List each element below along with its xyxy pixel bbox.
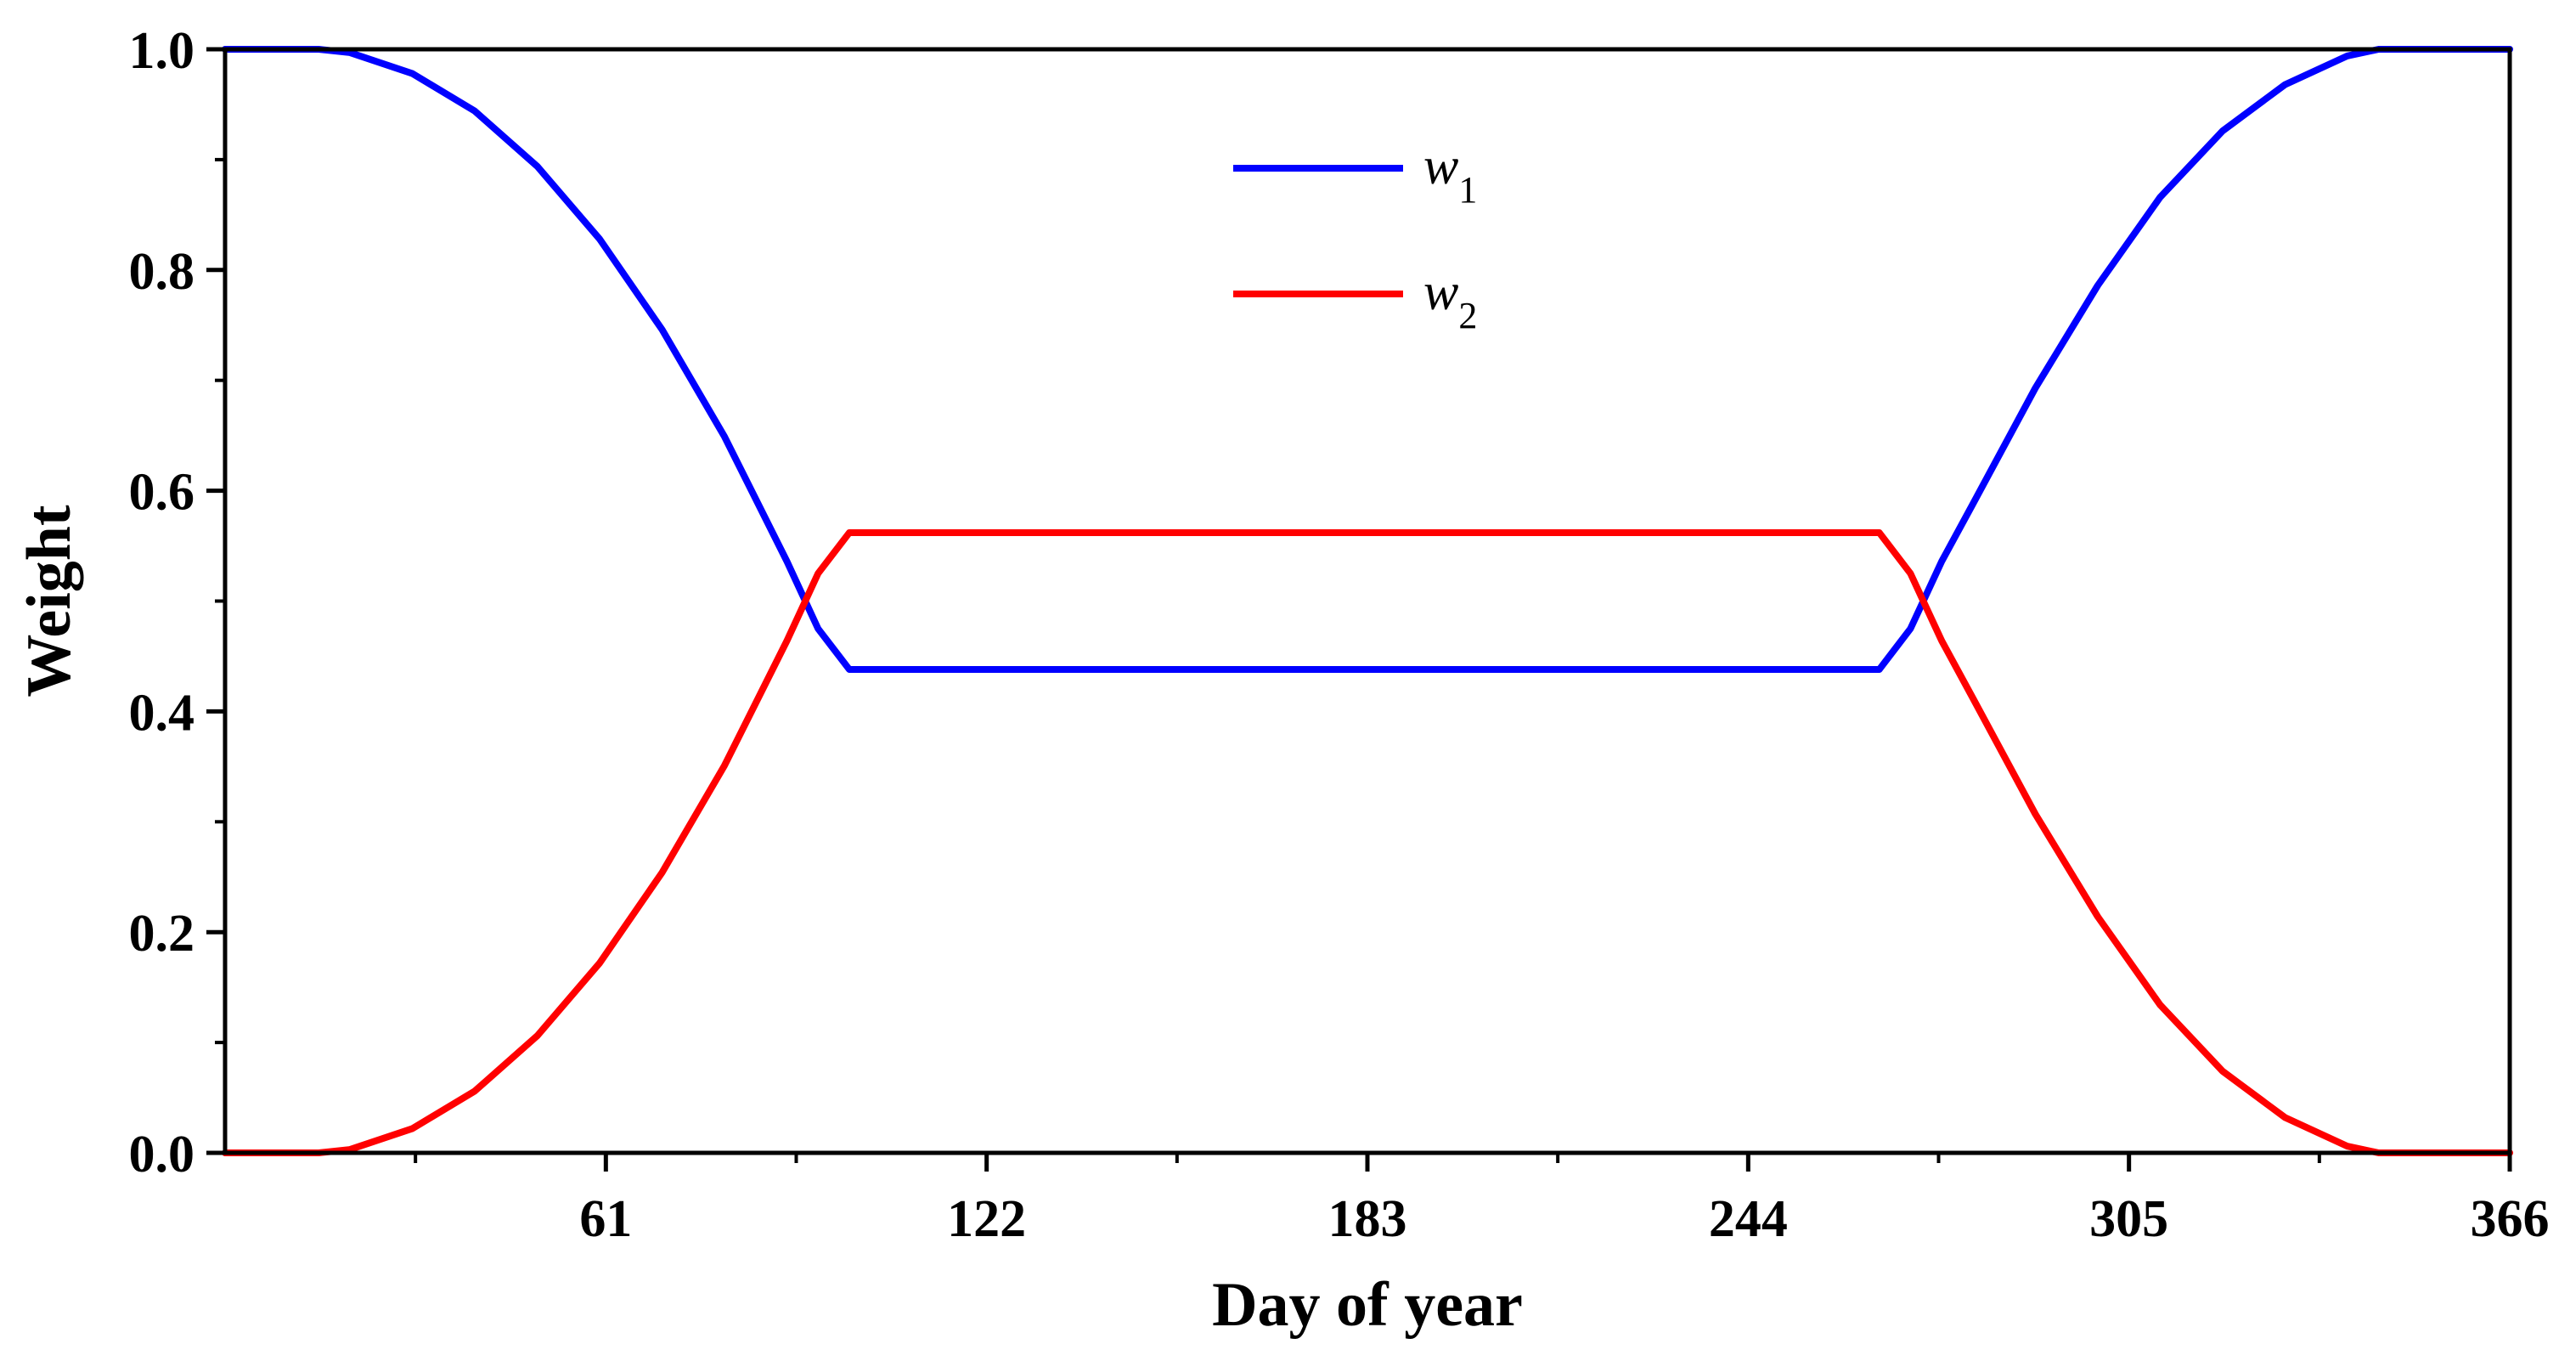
x-tick-label: 366 — [2471, 1190, 2550, 1248]
series-line-w1 — [222, 46, 2513, 673]
legend-label-main: w — [1423, 263, 1458, 321]
y-tick-label: 0.4 — [129, 684, 195, 742]
x-axis-title: Day of year — [1212, 1270, 1523, 1340]
y-tick-label: 0.0 — [129, 1126, 195, 1183]
x-tick-label: 61 — [579, 1190, 632, 1248]
x-tick-label: 305 — [2089, 1190, 2168, 1248]
y-tick-label: 0.2 — [129, 905, 195, 963]
x-tick-label: 183 — [1328, 1190, 1407, 1248]
series-line-w2 — [222, 529, 2513, 1156]
legend-label-subscript: 2 — [1458, 295, 1477, 336]
plot-frame — [223, 47, 2512, 1155]
legend-label-main: w — [1423, 138, 1458, 195]
legend-label-w2: w2 — [1423, 263, 1477, 336]
legend-label-w1: w1 — [1423, 138, 1477, 211]
y-tick-label: 0.6 — [129, 464, 195, 522]
legend-label-subscript: 1 — [1458, 169, 1477, 211]
series-layer — [222, 46, 2513, 1156]
y-tick-label: 1.0 — [129, 22, 195, 80]
y-axis-title: Weight — [14, 505, 84, 697]
y-tick-label: 0.8 — [129, 243, 195, 301]
x-tick-label: 122 — [947, 1190, 1026, 1248]
x-tick-label: 244 — [1709, 1190, 1788, 1248]
ticks-layer: 61 122 183 244 305 366 0.0 0.2 0.4 0.6 0.8 1.0 — [129, 22, 2550, 1248]
